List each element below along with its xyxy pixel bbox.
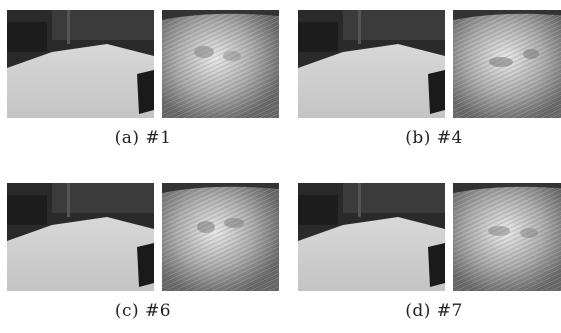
room-scene-photo [298,10,445,118]
floor-texture-closeup [162,183,279,291]
room-scene-photo [7,183,154,291]
panel-caption: (c) #6 [114,301,172,321]
panel-caption: (b) #4 [405,128,463,148]
panel-caption: (a) #1 [114,128,172,148]
room-scene-photo [298,183,445,291]
floor-texture-closeup [453,183,561,291]
room-scene-photo [7,10,154,118]
floor-texture-closeup [162,10,279,118]
figure-panel-a: (a) #1 [7,10,279,160]
figure-panel-c: (c) #6 [7,183,279,333]
figure-panel-b: (b) #4 [298,10,561,160]
figure-panel-d: (d) #7 [298,183,561,333]
floor-texture-closeup [453,10,561,118]
panel-caption: (d) #7 [405,301,463,321]
